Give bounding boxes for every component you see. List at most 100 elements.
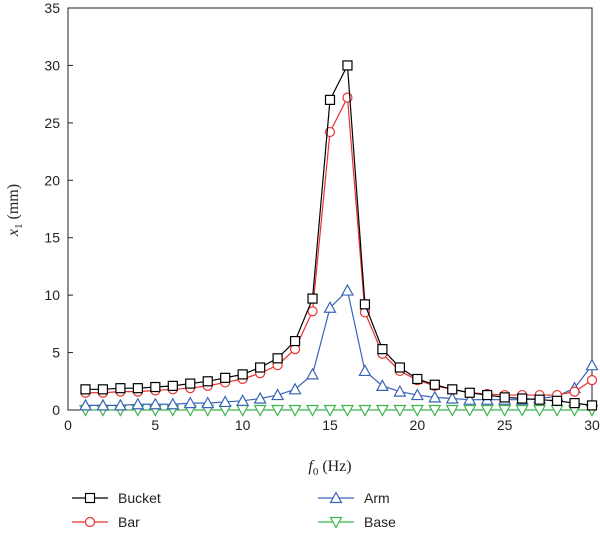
data-point-base bbox=[428, 404, 442, 417]
data-point-bucket bbox=[132, 383, 143, 394]
data-point-arm bbox=[428, 390, 442, 403]
data-point-base bbox=[463, 404, 477, 417]
plot-border bbox=[67, 7, 593, 411]
y-axis-label-unit: (mm) bbox=[5, 184, 22, 224]
data-point-bucket bbox=[517, 393, 528, 404]
data-point-base bbox=[498, 404, 512, 417]
series-line-arm bbox=[85, 289, 593, 407]
data-point-bucket bbox=[359, 299, 371, 310]
x-tick-label: 30 bbox=[584, 417, 600, 433]
data-point-arm bbox=[201, 396, 215, 409]
data-point-arm bbox=[218, 395, 232, 408]
data-point-bucket bbox=[80, 384, 91, 395]
y-axis-label-sub: 1 bbox=[13, 223, 25, 229]
legend: Bucket Bar Arm Base bbox=[72, 490, 396, 530]
data-point-bucket bbox=[289, 335, 301, 347]
x-tick-label: 20 bbox=[410, 417, 426, 433]
series-line-bucket bbox=[85, 63, 593, 407]
legend-label-bucket: Bucket bbox=[118, 490, 161, 506]
data-point-arm bbox=[131, 397, 145, 410]
y-tick-label: 20 bbox=[44, 172, 60, 188]
data-point-bucket bbox=[377, 344, 388, 355]
data-point-bucket bbox=[586, 400, 598, 411]
y-tick-label: 5 bbox=[52, 345, 60, 361]
data-point-arm bbox=[445, 391, 459, 404]
series-bar bbox=[80, 92, 598, 401]
data-point-bucket bbox=[202, 376, 213, 387]
data-point-arm bbox=[410, 388, 424, 401]
data-point-bar bbox=[569, 386, 580, 397]
data-point-bucket bbox=[394, 362, 405, 373]
data-point-bucket bbox=[551, 395, 563, 406]
data-point-arm bbox=[340, 283, 354, 296]
data-point-arm bbox=[253, 391, 267, 404]
data-point-bucket bbox=[464, 387, 475, 398]
x-axis-label-var: f bbox=[308, 458, 315, 475]
data-point-base bbox=[288, 404, 302, 417]
data-point-bar bbox=[307, 306, 318, 317]
series-layer bbox=[78, 60, 599, 417]
legend-label-bar: Bar bbox=[118, 514, 140, 530]
data-point-bucket bbox=[482, 389, 493, 401]
data-point-base bbox=[271, 404, 285, 417]
data-point-bucket bbox=[429, 379, 440, 390]
data-point-bucket bbox=[499, 392, 510, 403]
x-axis-label-unit: (Hz) bbox=[318, 458, 351, 475]
legend-item-base: Base bbox=[318, 514, 396, 530]
data-point-arm bbox=[288, 382, 302, 395]
data-point-base bbox=[375, 404, 389, 417]
y-tick-label: 15 bbox=[44, 230, 60, 246]
data-point-arm bbox=[236, 394, 250, 406]
x-axis-label: f0 (Hz) bbox=[308, 458, 351, 478]
data-point-bucket bbox=[447, 384, 458, 395]
axis-ticks: 0 5 10 15 20 25 30 0 5 10 15 20 25 30 35 bbox=[44, 0, 600, 433]
data-point-bucket bbox=[569, 398, 580, 409]
legend-label-arm: Arm bbox=[364, 490, 390, 506]
y-tick-label: 30 bbox=[44, 57, 60, 73]
data-point-base bbox=[323, 404, 337, 417]
data-point-base bbox=[306, 404, 320, 417]
data-point-arm bbox=[183, 396, 197, 409]
legend-marker-bucket bbox=[84, 492, 96, 504]
data-point-arm bbox=[585, 358, 599, 371]
data-point-bucket bbox=[272, 353, 283, 364]
data-point-arm bbox=[358, 364, 372, 377]
data-point-base bbox=[358, 404, 372, 417]
data-point-base bbox=[393, 404, 407, 417]
plot-frame bbox=[67, 7, 593, 411]
data-point-arm bbox=[271, 388, 285, 401]
data-point-arm bbox=[463, 392, 477, 405]
legend-label-base: Base bbox=[364, 514, 396, 530]
data-point-bucket bbox=[185, 378, 196, 389]
data-point-arm bbox=[375, 379, 389, 391]
legend-marker-base bbox=[329, 516, 343, 529]
series-bucket bbox=[80, 60, 598, 411]
data-point-arm bbox=[323, 301, 337, 313]
data-point-bucket bbox=[342, 60, 353, 71]
data-point-bucket bbox=[150, 381, 161, 393]
y-axis-label: x1 (mm) bbox=[5, 184, 25, 237]
data-point-bucket bbox=[412, 373, 423, 385]
data-point-bucket bbox=[324, 94, 336, 105]
data-point-bucket bbox=[97, 384, 109, 395]
x-tick-label: 15 bbox=[322, 417, 338, 433]
legend-item-bucket: Bucket bbox=[72, 490, 161, 506]
data-point-arm bbox=[78, 398, 92, 411]
data-point-base bbox=[445, 404, 459, 417]
data-point-bucket bbox=[255, 362, 266, 373]
x-tick-label: 10 bbox=[235, 417, 251, 433]
data-point-arm bbox=[306, 367, 320, 380]
data-point-arm bbox=[166, 397, 180, 410]
y-axis-label-var: x bbox=[5, 229, 22, 237]
data-point-bucket bbox=[534, 394, 545, 405]
data-point-base bbox=[533, 404, 547, 417]
data-point-base bbox=[253, 404, 267, 417]
data-point-bar bbox=[586, 375, 598, 386]
data-point-arm bbox=[393, 384, 407, 397]
data-point-arm bbox=[113, 398, 127, 411]
x-tick-label: 5 bbox=[151, 417, 159, 433]
y-tick-label: 35 bbox=[44, 0, 60, 16]
data-point-base bbox=[340, 404, 354, 417]
data-point-bucket bbox=[115, 383, 126, 394]
